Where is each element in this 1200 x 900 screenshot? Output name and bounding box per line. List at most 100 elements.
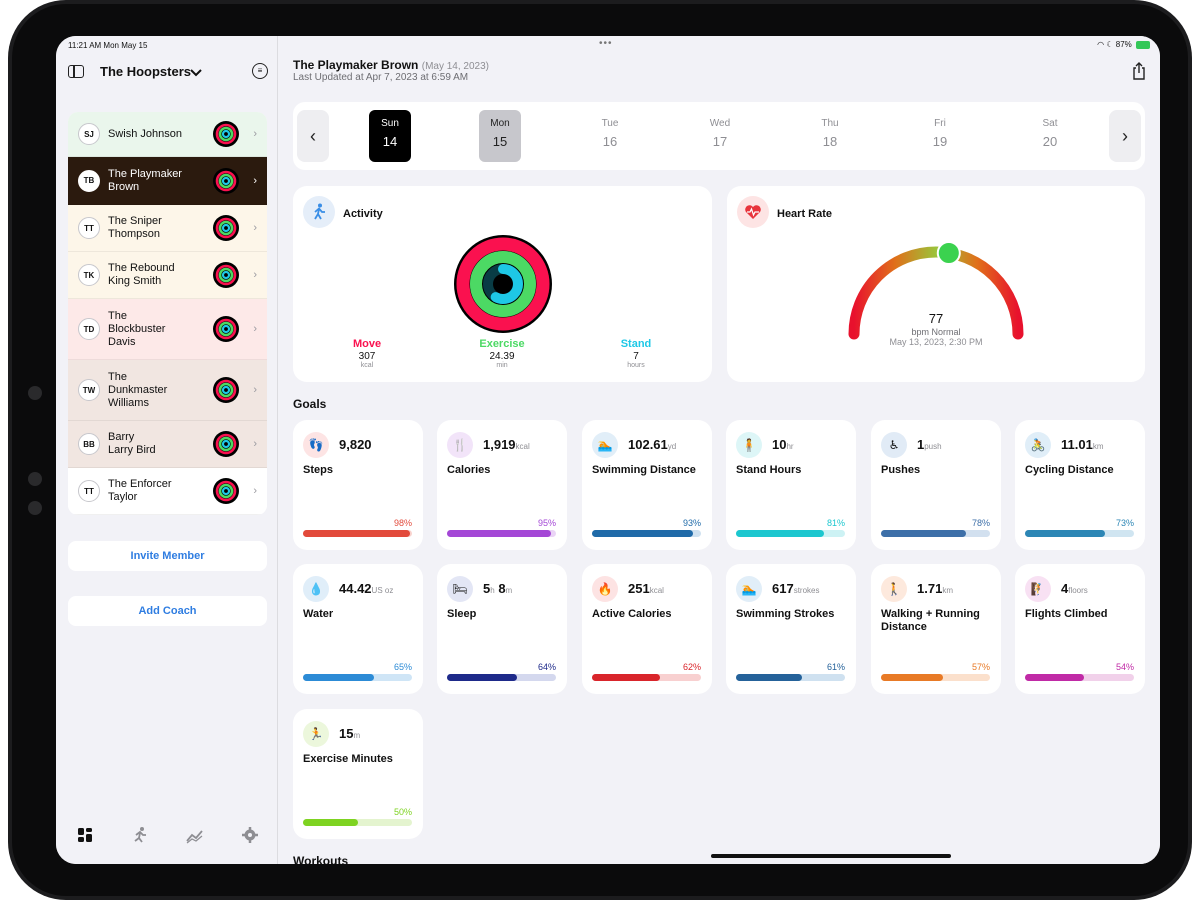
member-activity-rings-icon <box>213 215 240 241</box>
member-avatar: TT <box>78 217 100 239</box>
member-avatar: BB <box>78 433 100 455</box>
chevron-down-icon[interactable] <box>190 68 202 78</box>
goal-card[interactable]: 💧 44.42US oz Water 65% <box>293 564 423 694</box>
main-content: ••• ◠ ☾ 87% The Playmaker Brown (May 14,… <box>279 36 1160 864</box>
goal-name: Walking + Running Distance <box>881 608 980 633</box>
goal-card[interactable]: 🏃 15m Exercise Minutes 50% <box>293 709 423 839</box>
goal-unit: hr <box>786 442 794 451</box>
goal-name: Exercise Minutes <box>303 753 393 765</box>
day-name: Fri <box>934 118 946 129</box>
goal-card[interactable]: 🧗 4floors Flights Climbed 54% <box>1015 564 1145 694</box>
day-date: 20 <box>1042 134 1058 149</box>
day-date: 14 <box>382 134 398 149</box>
stand-ring <box>483 264 523 304</box>
goal-card[interactable]: 🔥 251kcal Active Calories 62% <box>582 564 712 694</box>
goal-card[interactable]: ♿ 1push Pushes 78% <box>871 420 1001 550</box>
goal-card[interactable]: 🧍 10hr Stand Hours 81% <box>726 420 856 550</box>
goal-value: 1,919 <box>483 437 516 452</box>
activity-rings <box>454 235 552 333</box>
dashboard-icon[interactable] <box>76 826 94 844</box>
goal-value: 1 <box>917 437 925 452</box>
goal-card[interactable]: 🛏 5h 8m Sleep 64% <box>437 564 567 694</box>
exercise-legend: Exercise 24.39 min <box>462 338 542 369</box>
move-value: 307 <box>358 351 376 362</box>
ipad-frame: 11:21 AM Mon May 15 The Hoopsters ≡ SJ Sw… <box>8 0 1192 900</box>
day-wed[interactable]: Wed 17 <box>699 110 741 162</box>
member-row[interactable]: TB The Playmaker Brown › <box>68 157 267 205</box>
goal-value-group: 102.61yd <box>628 437 676 452</box>
heart-rate-card[interactable]: Heart Rate 77 <box>727 186 1145 382</box>
goal-progress-track <box>592 674 701 681</box>
member-row[interactable]: TK The Rebound King Smith › <box>68 252 267 299</box>
heart-rate-title: Heart Rate <box>777 208 833 220</box>
goal-value-group: 11.01km <box>1061 437 1104 452</box>
chevron-right-icon: › <box>253 438 257 450</box>
member-row[interactable]: TD The Blockbuster Davis › <box>68 299 267 360</box>
goal-progress-fill <box>592 530 694 537</box>
home-indicator[interactable] <box>711 854 951 858</box>
sidebar-toggle-icon[interactable] <box>68 65 84 78</box>
goal-card[interactable]: 🚶 1.71km Walking + Running Distance 57% <box>871 564 1001 694</box>
goal-progress-fill <box>303 530 410 537</box>
day-sat[interactable]: Sat 20 <box>1029 110 1071 162</box>
filter-icon[interactable]: ≡ <box>252 63 268 79</box>
next-week-button[interactable]: › <box>1109 110 1141 162</box>
share-icon[interactable] <box>1132 62 1146 80</box>
goal-progress-track <box>736 530 845 537</box>
goal-value-group: 5h 8m <box>483 581 512 596</box>
goal-value: 11.01 <box>1061 437 1093 452</box>
add-coach-button[interactable]: Add Coach <box>68 596 267 626</box>
last-updated: Last Updated at Apr 7, 2023 at 6:59 AM <box>293 72 469 83</box>
member-activity-rings-icon <box>213 167 240 194</box>
goal-progress-fill <box>447 530 551 537</box>
goal-percent: 65% <box>393 662 412 672</box>
member-avatar: TD <box>78 318 100 340</box>
screen: 11:21 AM Mon May 15 The Hoopsters ≡ SJ Sw… <box>56 36 1160 864</box>
goal-progress-track <box>592 530 701 537</box>
member-row[interactable]: TW The Dunkmaster Williams › <box>68 360 267 421</box>
member-row[interactable]: BB Barry Larry Bird › <box>68 421 267 468</box>
workout-icon[interactable] <box>131 826 149 844</box>
goal-card[interactable]: 👣 9,820 Steps 98% <box>293 420 423 550</box>
settings-icon[interactable] <box>241 826 259 844</box>
goals-heading: Goals <box>293 397 327 411</box>
move-ring <box>456 237 550 331</box>
day-sun[interactable]: Sun 14 <box>369 110 411 162</box>
goal-value-minutes: 8 <box>498 581 506 596</box>
goal-value: 9,820 <box>339 437 372 452</box>
goal-card[interactable]: 🏊 617strokes Swimming Strokes 61% <box>726 564 856 694</box>
day-fri[interactable]: Fri 19 <box>919 110 961 162</box>
member-row[interactable]: TT The Enforcer Taylor › <box>68 468 267 515</box>
moon-icon: ☾ <box>1106 40 1114 49</box>
goal-card[interactable]: 🍴 1,919kcal Calories 95% <box>437 420 567 550</box>
member-row[interactable]: TT The Sniper Thompson › <box>68 205 267 252</box>
day-tue[interactable]: Tue 16 <box>589 110 631 162</box>
title-date: (May 14, 2023) <box>421 61 489 72</box>
member-name: Barry Larry Bird <box>108 431 156 456</box>
move-legend: Move 307 kcal <box>327 338 407 369</box>
goal-percent: 57% <box>971 662 990 672</box>
member-activity-rings-icon <box>213 377 240 403</box>
status-icons: ◠ ☾ 87% <box>1097 40 1150 49</box>
goal-progress-track <box>447 530 556 537</box>
goal-card[interactable]: 🚴 11.01km Cycling Distance 73% <box>1015 420 1145 550</box>
multitasking-dots[interactable]: ••• <box>599 38 613 49</box>
prev-week-button[interactable]: ‹ <box>297 110 329 162</box>
activity-card[interactable]: Activity Move 307 kcal Exercise 24.39 mi… <box>293 186 712 382</box>
goal-card[interactable]: 🏊 102.61yd Swimming Distance 93% <box>582 420 712 550</box>
goal-name: Cycling Distance <box>1025 464 1114 476</box>
goal-icon: ♿ <box>881 432 907 458</box>
goal-icon: 🍴 <box>447 432 473 458</box>
goal-value: 4 <box>1061 581 1069 596</box>
member-row[interactable]: SJ Swish Johnson › <box>68 112 267 157</box>
invite-member-button[interactable]: Invite Member <box>68 541 267 571</box>
day-thu[interactable]: Thu 18 <box>809 110 851 162</box>
trends-icon[interactable] <box>186 826 204 844</box>
goal-name: Water <box>303 608 334 620</box>
sidebar: 11:21 AM Mon May 15 The Hoopsters ≡ SJ Sw… <box>56 36 278 864</box>
member-list: SJ Swish Johnson › TB The Playmaker Brown › TT… <box>68 112 267 515</box>
goal-percent: 93% <box>682 518 701 528</box>
day-mon[interactable]: Mon 15 <box>479 110 521 162</box>
team-name[interactable]: The Hoopsters <box>100 64 192 79</box>
member-name: The Enforcer Taylor <box>108 478 172 503</box>
